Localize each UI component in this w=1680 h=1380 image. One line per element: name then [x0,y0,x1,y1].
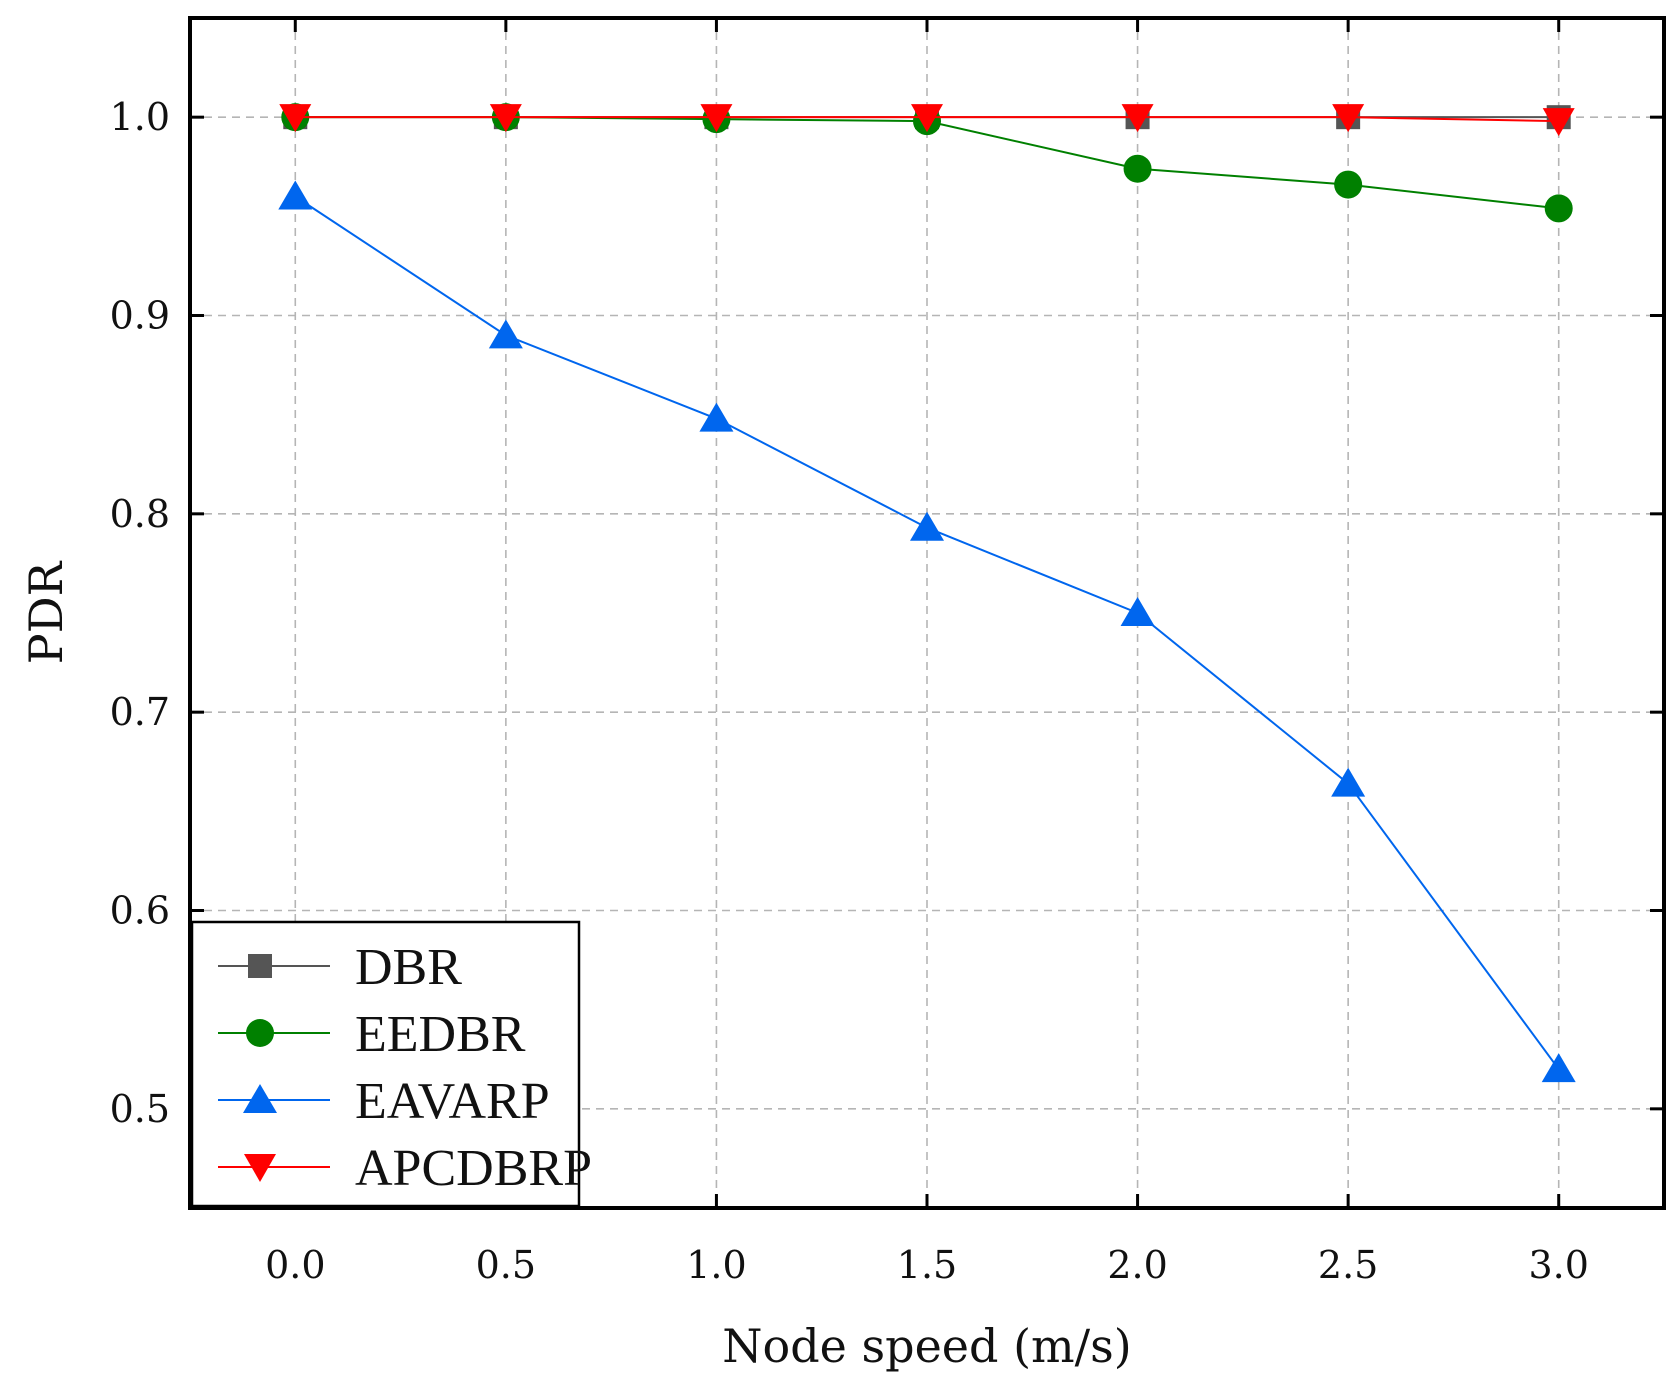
legend-marker [243,1084,277,1113]
y-tick-label: 0.5 [110,1087,170,1131]
data-point-eavarp [1331,767,1366,797]
x-tick-label: 0.0 [265,1243,325,1287]
legend-entry-apcdbrp: APCDBRP [218,1140,592,1197]
x-tick-label: 1.5 [897,1243,957,1287]
data-point-apcdbrp [1542,108,1575,137]
y-tick-label: 0.6 [110,889,170,933]
legend-entry-eedbr: EEDBR [218,1006,526,1063]
data-point-eavarp [278,180,313,210]
data-point-eavarp [699,402,734,432]
x-tick-label: 0.5 [476,1243,536,1287]
x-tick-label: 1.0 [686,1243,746,1287]
y-axis-title: PDR [19,560,73,664]
data-point-apcdbrp [1332,104,1365,133]
series-layer [278,103,1576,1083]
series-eavarp [278,180,1576,1083]
x-axis-title: Node speed (m/s) [722,1319,1131,1373]
legend-marker [248,954,272,978]
data-point-eavarp [1120,597,1155,626]
x-tick-label: 2.5 [1318,1243,1378,1287]
legend-entry-eavarp: EAVARP [218,1073,550,1130]
legend-label: EEDBR [355,1006,526,1063]
legend-marker [246,1019,274,1047]
data-point-eavarp [488,319,523,349]
data-point-eedbr [1544,194,1573,223]
y-tick-label: 0.9 [110,294,170,338]
data-point-eavarp [910,511,944,541]
x-tick-label: 3.0 [1528,1243,1588,1287]
y-tick-label: 0.7 [110,690,170,734]
x-tick-label: 2.0 [1107,1243,1167,1287]
data-point-apcdbrp [489,104,522,133]
legend: DBR EEDBR EAVARP APCDBRP [190,920,592,1208]
y-tick-label: 0.8 [110,492,170,536]
data-point-eedbr [1334,170,1363,199]
data-point-eavarp [1541,1053,1576,1083]
legend-label: APCDBRP [355,1140,592,1197]
data-point-apcdbrp [1121,104,1154,133]
series-apcdbrp [279,104,1575,137]
label-layer: 0.0 0.5 1.0 1.5 2.0 2.5 3.0 0.5 0.6 0.7 0.8 0.9 1.0 [110,95,1589,1287]
data-point-eedbr [1123,154,1152,183]
legend-entry-dbr: DBR [218,939,462,996]
legend-label: EAVARP [355,1073,550,1130]
legend-marker [244,1154,276,1182]
legend-label: DBR [355,939,462,996]
data-point-apcdbrp [911,104,943,133]
data-point-apcdbrp [279,104,312,133]
y-tick-label: 1.0 [110,95,170,139]
data-point-apcdbrp [700,104,733,133]
